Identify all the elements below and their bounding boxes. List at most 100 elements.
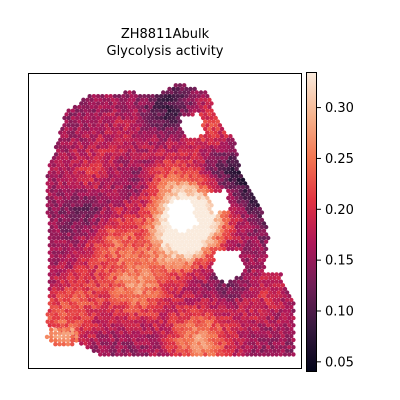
tissue-spot xyxy=(70,130,76,135)
tissue-spot xyxy=(182,134,187,139)
tissue-spot xyxy=(100,101,105,106)
tissue-spot xyxy=(186,104,191,110)
tissue-spot xyxy=(133,130,139,135)
tissue-spot xyxy=(116,144,122,150)
tissue-spot xyxy=(47,177,52,182)
tissue-spot xyxy=(200,108,206,113)
tissue-spot xyxy=(203,97,208,102)
tissue-spot xyxy=(205,159,210,164)
tissue-spot xyxy=(200,159,206,164)
tissue-spot xyxy=(112,137,118,142)
tissue-spot xyxy=(60,134,65,139)
tissue-spot xyxy=(127,141,132,146)
tissue-spot xyxy=(184,159,189,164)
tissue-spot xyxy=(228,163,233,168)
tissue-spot xyxy=(179,130,185,135)
tissue-spot xyxy=(205,94,210,99)
tissue-spot xyxy=(228,141,233,146)
tissue-spot xyxy=(114,155,120,161)
tissue-spot xyxy=(232,177,237,182)
tissue-spot xyxy=(110,126,116,132)
tissue-spot xyxy=(116,137,122,142)
tissue-spot xyxy=(68,126,73,132)
tissue-spot xyxy=(77,104,82,110)
tissue-spot xyxy=(106,155,111,161)
tissue-spot xyxy=(163,181,168,186)
tissue-spot xyxy=(123,126,128,132)
tissue-spot xyxy=(121,159,126,164)
tissue-spot xyxy=(228,148,233,153)
tissue-spot xyxy=(165,163,170,168)
tissue-spot xyxy=(165,170,170,175)
tissue-spot xyxy=(205,115,210,121)
tissue-spot xyxy=(116,115,122,121)
tissue-spot xyxy=(188,144,193,150)
tissue-spot xyxy=(150,181,155,186)
tissue-spot xyxy=(112,101,118,106)
tissue-spot xyxy=(215,155,220,161)
tissue-spot xyxy=(226,152,231,157)
tissue-spot xyxy=(177,90,183,95)
tissue-spot xyxy=(95,152,101,157)
tissue-spot xyxy=(79,159,84,164)
tissue-spot xyxy=(85,155,90,161)
tissue-spot xyxy=(224,134,229,139)
tissue-spot xyxy=(74,159,80,164)
tissue-spot xyxy=(110,148,116,153)
tissue-spot xyxy=(100,94,105,99)
tissue-spot xyxy=(85,119,90,124)
tissue-spot xyxy=(93,177,99,182)
tissue-spot xyxy=(81,170,86,175)
tissue-spot xyxy=(158,166,164,172)
tissue-spot xyxy=(211,148,216,153)
tissue-spot xyxy=(93,155,99,161)
tissue-spot xyxy=(186,155,191,161)
tissue-spot xyxy=(192,108,197,113)
tissue-spot xyxy=(58,159,63,164)
tissue-spot xyxy=(83,174,88,179)
tissue-spot xyxy=(121,123,126,128)
tissue-spot xyxy=(81,148,86,153)
tissue-spot xyxy=(148,134,153,139)
tissue-spot xyxy=(87,181,92,186)
tissue-spot xyxy=(142,144,147,150)
tissue-spot xyxy=(114,119,120,124)
tissue-spot xyxy=(150,144,155,150)
tissue-spot xyxy=(203,104,208,110)
tissue-spot xyxy=(45,181,50,186)
tissue-spot xyxy=(83,115,88,121)
tissue-spot xyxy=(106,163,111,168)
tissue-spot xyxy=(175,86,181,92)
tissue-spot xyxy=(129,123,134,128)
tissue-spot xyxy=(211,134,216,139)
tissue-spot xyxy=(148,170,153,175)
tissue-spot xyxy=(192,144,197,150)
tissue-spot xyxy=(79,144,84,150)
tissue-spot xyxy=(142,166,147,172)
tissue-spot xyxy=(144,170,149,175)
tissue-spot xyxy=(70,166,76,172)
tissue-spot xyxy=(173,104,178,110)
tissue-spot xyxy=(62,159,67,164)
tissue-spot xyxy=(146,108,151,113)
tissue-spot xyxy=(47,163,52,168)
tissue-spot xyxy=(114,141,120,146)
tissue-spot xyxy=(100,130,105,135)
tissue-spot xyxy=(116,181,122,186)
tissue-spot xyxy=(196,101,202,106)
tissue-spot xyxy=(144,148,149,153)
tissue-spot xyxy=(102,119,107,124)
tissue-spot xyxy=(217,152,223,157)
tissue-spot xyxy=(98,155,103,161)
tissue-spot xyxy=(152,177,157,182)
tissue-spot xyxy=(196,144,202,150)
tissue-spot xyxy=(154,137,160,142)
tissue-spot xyxy=(177,163,183,168)
tissue-spot xyxy=(169,141,174,146)
tissue-spot xyxy=(215,134,220,139)
tissue-spot xyxy=(207,134,212,139)
tissue-spot xyxy=(110,119,116,124)
tissue-spot xyxy=(205,166,210,172)
tissue-spot xyxy=(64,112,69,117)
chart-title-line2: Glycolysis activity xyxy=(106,44,224,59)
